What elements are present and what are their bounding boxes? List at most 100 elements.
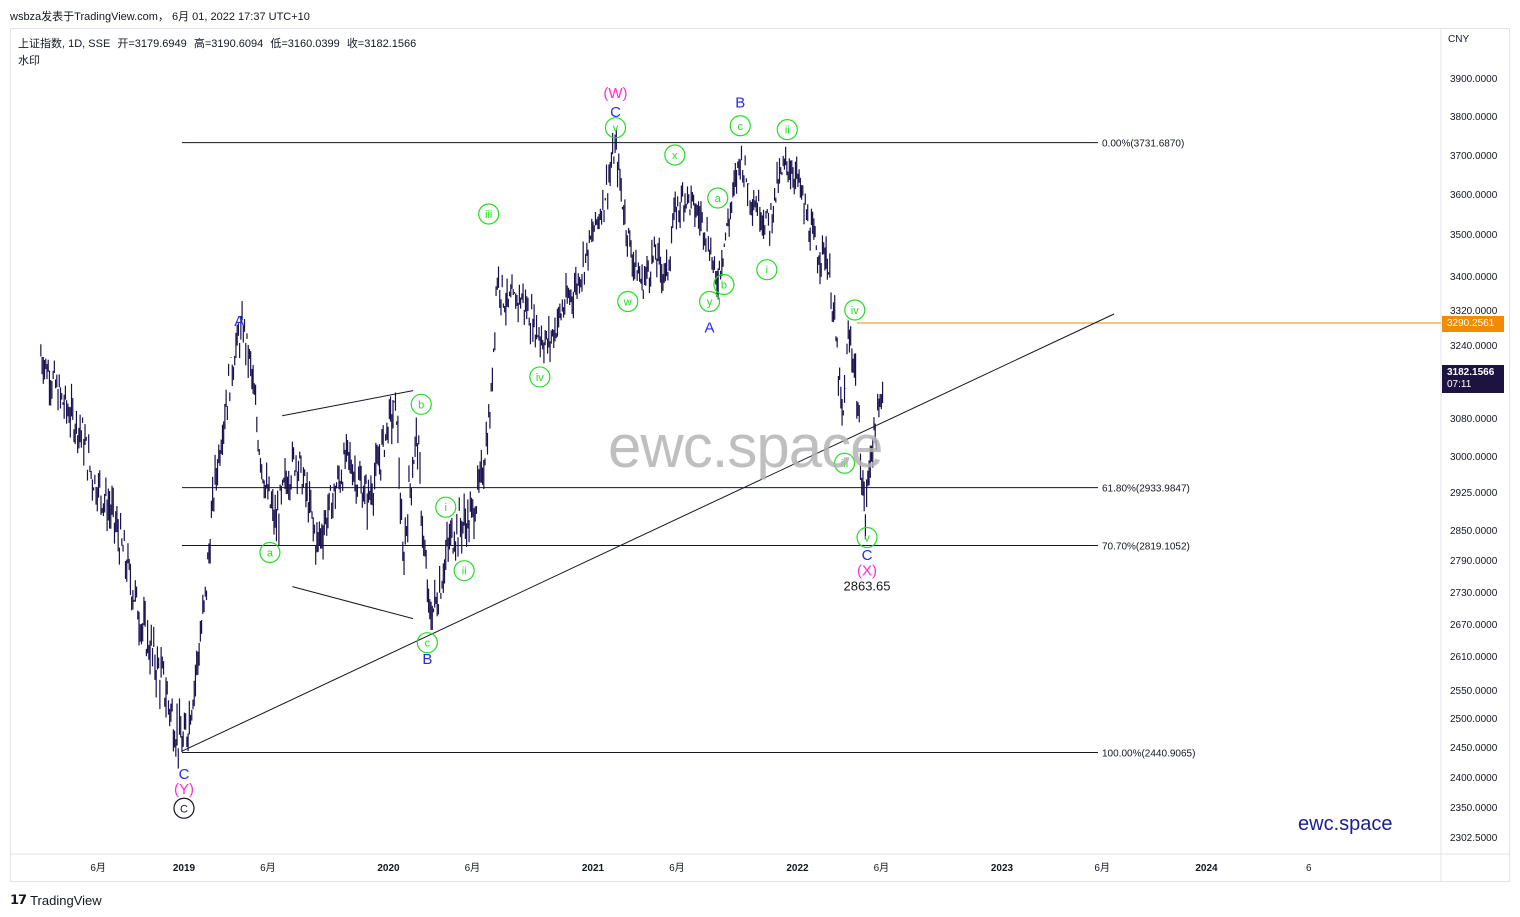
wave-label: ii	[785, 125, 790, 137]
low-value: 低=3160.0399	[270, 38, 340, 50]
publisher-credit: wsbza发表于TradingView.com， 6月 01, 2022 17:…	[10, 11, 310, 23]
channel-lower-line	[292, 586, 414, 620]
wave-label: x	[672, 150, 678, 162]
y-tick-label: 2610.0000	[1450, 652, 1498, 663]
wave-label: A	[234, 313, 244, 330]
x-tick-label: 2022	[786, 863, 809, 874]
y-tick-label: 2350.0000	[1450, 803, 1498, 814]
footer[interactable]: 𝟭𝟳 TradingView	[10, 890, 102, 910]
x-tick-label: 2020	[377, 863, 400, 874]
y-tick-label: 3700.0000	[1450, 151, 1498, 162]
wave-label-circle	[707, 187, 729, 209]
wave-label-circle	[844, 299, 866, 321]
fib-level-label: 61.80%(2933.9847)	[1102, 484, 1190, 495]
wave-label-circle	[833, 452, 856, 474]
wave-label-circle	[856, 526, 878, 549]
y-tick-label: 3500.0000	[1450, 230, 1498, 241]
wave-label: w	[623, 297, 632, 309]
y-tick-label: 2450.0000	[1450, 743, 1498, 754]
close-value: 收=3182.1566	[346, 38, 417, 50]
center-watermark: ewc.space	[608, 413, 883, 480]
header-bar: wsbza发表于TradingView.com， 6月 01, 2022 17:…	[0, 0, 1520, 28]
symbol-name[interactable]: 上证指数, 1D, SSE	[18, 38, 111, 50]
wave-label-circle	[173, 797, 195, 819]
y-tick-label: 3080.0000	[1450, 414, 1498, 425]
wave-label-circle	[617, 290, 639, 313]
wave-label-circle	[410, 393, 432, 415]
y-tick-label: 2400.0000	[1450, 773, 1498, 784]
open-value: 开=3179.6949	[117, 38, 187, 50]
x-tick-label: 6月	[1094, 862, 1110, 874]
wave-label: A	[705, 320, 715, 337]
x-tick-label: 6	[1306, 863, 1312, 874]
wave-label: C	[610, 104, 621, 121]
wave-label: iii	[485, 209, 492, 221]
wave-label: c	[737, 121, 743, 133]
x-tick-label: 2019	[173, 863, 196, 874]
wave-label: y	[707, 297, 713, 309]
y-tick-label: 3240.0000	[1450, 341, 1498, 352]
channel-upper-line	[282, 390, 414, 417]
x-tick-label: 2021	[582, 863, 605, 874]
wave-label: i	[445, 502, 447, 514]
x-tick-label: 6月	[874, 862, 890, 874]
wave-label-circle	[435, 496, 457, 518]
wave-label: (W)	[603, 85, 627, 102]
y-tick-label: 3400.0000	[1450, 272, 1498, 283]
wave-label: a	[267, 548, 274, 560]
y-tick-label: 2500.0000	[1450, 714, 1498, 725]
y-tick-label: 2670.0000	[1450, 620, 1498, 631]
wave-label: iii	[841, 458, 848, 470]
y-tick-label: 2790.0000	[1450, 556, 1498, 567]
y-tick-label: 2850.0000	[1450, 526, 1498, 537]
x-tick-label: 6月	[90, 862, 106, 874]
current-price-tag: 3182.1566 07:11	[1442, 365, 1504, 393]
fib-level-label: 0.00%(3731.6870)	[1102, 139, 1184, 150]
marked-price-value: 3290.2561	[1447, 318, 1495, 329]
wave-label: i	[766, 265, 768, 277]
wave-label-circle	[259, 541, 281, 564]
currency-label: CNY	[1448, 34, 1470, 45]
wave-label: v	[864, 533, 870, 545]
low-price-annotation: 2863.65	[844, 579, 891, 594]
wave-label: (X)	[857, 563, 877, 580]
wave-label: b	[721, 280, 727, 292]
y-tick-label: 3000.0000	[1450, 452, 1498, 463]
y-tick-label: 2550.0000	[1450, 686, 1498, 697]
y-tick-label: 2302.5000	[1450, 833, 1498, 844]
wave-label: ii	[462, 566, 467, 578]
wave-label: b	[418, 399, 424, 411]
fib-level-label: 100.00%(2440.9065)	[1102, 748, 1195, 759]
wave-label-circle	[756, 259, 778, 281]
wave-label-circle	[453, 560, 475, 582]
wave-label: iv	[851, 305, 859, 317]
corner-watermark: ewc.space	[1298, 813, 1393, 835]
trend-line	[181, 313, 1115, 752]
wave-label-circle	[664, 144, 686, 166]
fib-level-label: 70.70%(2819.1052)	[1102, 541, 1190, 552]
watermark-indicator-label[interactable]: 水印	[18, 55, 40, 67]
tradingview-logo-icon: 𝟭𝟳	[10, 892, 27, 907]
wave-label: B	[735, 95, 745, 112]
wave-label: B	[422, 651, 432, 668]
y-tick-label: 3800.0000	[1450, 112, 1498, 123]
chart-frame	[10, 28, 1510, 882]
x-tick-label: 2023	[991, 863, 1014, 874]
wave-label-circle	[776, 119, 798, 141]
wave-label-circle	[713, 273, 735, 296]
wave-label: a	[715, 193, 722, 205]
wave-label: (Y)	[174, 781, 194, 798]
x-tick-label: 6月	[465, 862, 481, 874]
wave-label-circle	[416, 632, 438, 654]
wave-label: c	[425, 638, 431, 650]
wave-label: iv	[536, 372, 544, 384]
bar-countdown: 07:11	[1447, 379, 1472, 390]
wave-label: C	[179, 766, 190, 783]
y-tick-label: 3320.0000	[1450, 306, 1498, 317]
marked-price-tag: 3290.2561	[1442, 316, 1504, 332]
x-tick-label: 6月	[669, 862, 685, 874]
wave-label: C	[180, 803, 188, 815]
wave-label-circle	[529, 366, 551, 388]
x-tick-label: 2024	[1195, 863, 1218, 874]
